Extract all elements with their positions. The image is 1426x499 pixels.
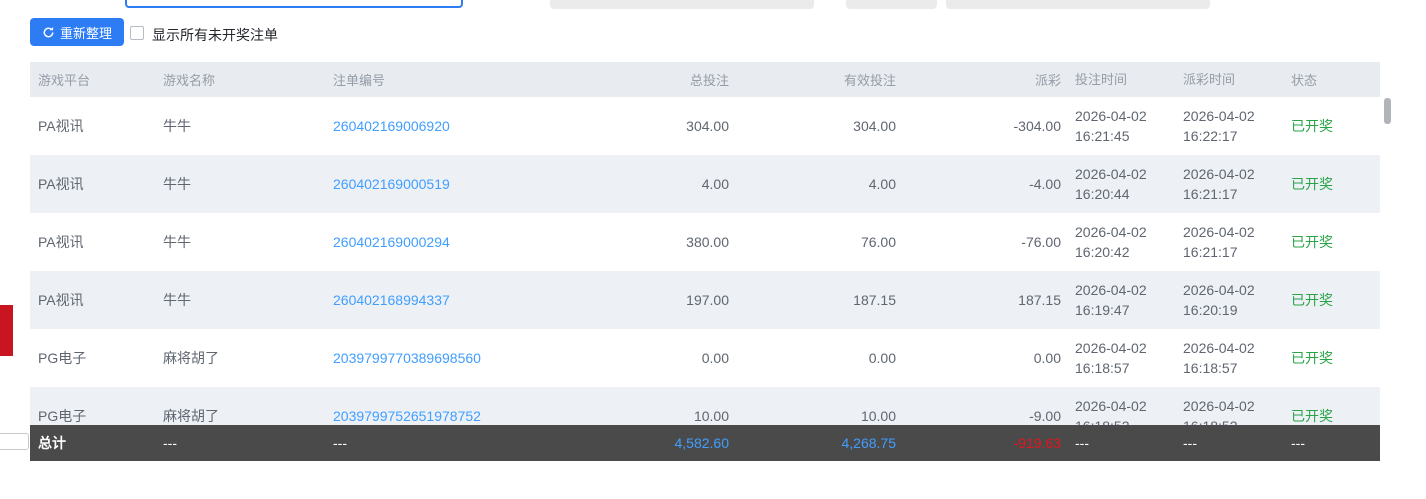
cell-platform: PA视讯 xyxy=(38,176,84,192)
cell-payout: -304.00 xyxy=(1013,118,1061,134)
cell-total-bet: 197.00 xyxy=(686,292,729,308)
cell-bet-no: 2039799752651978752 xyxy=(325,408,565,424)
cell-total-bet: 304.00 xyxy=(686,118,729,134)
cell-bet-time: 2026-04-02 16:20:42 xyxy=(1075,224,1147,260)
header-valid-bet: 有效投注 xyxy=(843,73,896,88)
cell-platform: PG电子 xyxy=(38,408,87,424)
bets-table: 游戏平台 游戏名称 注单编号 总投注 有效投注 派彩 投注时间 派彩时间 状态 … xyxy=(30,62,1380,445)
table-row: PA视讯 牛牛 260402169000519 4.00 4.00 -4.00 … xyxy=(30,155,1380,213)
cell-platform: PA视讯 xyxy=(38,292,84,308)
cell-bet-time: 2026-04-02 16:18:57 xyxy=(1075,340,1147,376)
cell-payout-time: 2026-04-02 16:21:17 xyxy=(1183,224,1255,260)
vertical-scrollbar-thumb[interactable] xyxy=(1384,98,1391,124)
status-badge: 已开奖 xyxy=(1291,118,1333,134)
status-badge: 已开奖 xyxy=(1291,350,1333,366)
cell-payout: 0.00 xyxy=(1033,350,1061,366)
cell-bet-no: 260402168994337 xyxy=(325,292,565,308)
cell-payout-time: 2026-04-02 16:22:17 xyxy=(1183,108,1255,144)
total-payout-time: --- xyxy=(1183,435,1197,451)
cell-platform: PA视讯 xyxy=(38,234,84,250)
cell-bet-no: 2039799770389698560 xyxy=(325,350,565,366)
bet-number-link[interactable]: 260402169000519 xyxy=(333,176,450,192)
header-bet-time: 投注时间 xyxy=(1075,71,1128,87)
status-badge: 已开奖 xyxy=(1291,176,1333,192)
status-badge: 已开奖 xyxy=(1291,408,1333,424)
cell-bet-time: 2026-04-02 16:19:47 xyxy=(1075,282,1147,318)
cell-game: 牛牛 xyxy=(163,292,191,308)
cell-valid-bet: 4.00 xyxy=(868,176,896,192)
cell-payout-time: 2026-04-02 16:18:57 xyxy=(1183,340,1255,376)
cell-payout: -4.00 xyxy=(1029,176,1061,192)
cell-bet-time: 2026-04-02 16:21:45 xyxy=(1075,108,1147,144)
cell-valid-bet: 187.15 xyxy=(853,292,896,308)
left-edge-ribbon[interactable] xyxy=(0,305,13,356)
table-row: PA视讯 牛牛 260402169006920 304.00 304.00 -3… xyxy=(30,97,1380,155)
total-valid-bet: 4,268.75 xyxy=(841,435,897,451)
table-row: PG电子 麻将胡了 2039799770389698560 0.00 0.00 … xyxy=(30,329,1380,387)
cell-bet-time: 2026-04-02 16:20:44 xyxy=(1075,166,1147,202)
bet-number-link[interactable]: 260402169006920 xyxy=(333,118,450,134)
show-undrawn-checkbox-label: 显示所有未开奖注单 xyxy=(152,27,278,43)
cell-valid-bet: 304.00 xyxy=(853,118,896,134)
table-row: PA视讯 牛牛 260402168994337 197.00 187.15 18… xyxy=(30,271,1380,329)
cell-bet-no: 260402169000294 xyxy=(325,234,565,250)
left-drawer-handle[interactable] xyxy=(0,433,29,450)
cell-payout: -9.00 xyxy=(1029,408,1061,424)
header-game: 游戏名称 xyxy=(163,73,216,88)
total-bet-time: --- xyxy=(1075,435,1089,451)
cell-platform: PG电子 xyxy=(38,350,87,366)
total-total-bet: 4,582.60 xyxy=(674,435,730,451)
total-payout: -919.63 xyxy=(1013,435,1061,451)
filter-input-focused[interactable] xyxy=(125,0,463,8)
bet-number-link[interactable]: 2039799752651978752 xyxy=(333,408,481,424)
table-header-row: 游戏平台 游戏名称 注单编号 总投注 有效投注 派彩 投注时间 派彩时间 状态 xyxy=(30,62,1380,97)
filter-input-2[interactable] xyxy=(846,0,937,9)
header-status: 状态 xyxy=(1291,73,1318,88)
cell-payout: 187.15 xyxy=(1018,292,1061,308)
status-badge: 已开奖 xyxy=(1291,292,1333,308)
cell-game: 牛牛 xyxy=(163,234,191,250)
header-platform: 游戏平台 xyxy=(38,73,91,88)
header-bet-no: 注单编号 xyxy=(333,73,386,88)
header-payout-time: 派彩时间 xyxy=(1183,71,1236,87)
cell-payout-time: 2026-04-02 16:20:19 xyxy=(1183,282,1255,318)
cell-game: 麻将胡了 xyxy=(163,408,219,424)
cell-payout-time: 2026-04-02 16:21:17 xyxy=(1183,166,1255,202)
cell-total-bet: 0.00 xyxy=(701,350,729,366)
table-body: PA视讯 牛牛 260402169006920 304.00 304.00 -3… xyxy=(30,97,1380,445)
table-row: PA视讯 牛牛 260402169000294 380.00 76.00 -76… xyxy=(30,213,1380,271)
total-label: 总计 xyxy=(38,435,66,451)
cell-game: 牛牛 xyxy=(163,176,191,192)
header-payout: 派彩 xyxy=(1034,73,1061,88)
refresh-button-label: 重新整理 xyxy=(60,25,113,41)
cell-valid-bet: 10.00 xyxy=(860,408,896,424)
total-status: --- xyxy=(1291,435,1305,451)
bet-number-link[interactable]: 2039799770389698560 xyxy=(333,350,481,366)
cell-total-bet: 4.00 xyxy=(701,176,729,192)
cell-total-bet: 380.00 xyxy=(686,234,729,250)
cell-payout: -76.00 xyxy=(1021,234,1061,250)
filter-input-3[interactable] xyxy=(946,0,1210,9)
cell-game: 牛牛 xyxy=(163,118,191,134)
cell-valid-bet: 76.00 xyxy=(860,234,896,250)
refresh-button[interactable]: 重新整理 xyxy=(30,18,125,46)
filter-input-1[interactable] xyxy=(550,0,814,9)
cell-valid-bet: 0.00 xyxy=(868,350,896,366)
header-total-bet: 总投注 xyxy=(689,73,729,88)
cell-platform: PA视讯 xyxy=(38,118,84,134)
totals-row: 总计 --- --- 4,582.60 4,268.75 -919.63 ---… xyxy=(30,425,1380,461)
cell-bet-no: 260402169006920 xyxy=(325,118,565,134)
bet-number-link[interactable]: 260402169000294 xyxy=(333,234,450,250)
cell-total-bet: 10.00 xyxy=(693,408,729,424)
total-game: --- xyxy=(163,435,177,451)
status-badge: 已开奖 xyxy=(1291,234,1333,250)
cell-bet-no: 260402169000519 xyxy=(325,176,565,192)
refresh-icon xyxy=(42,26,55,39)
total-bet-no: --- xyxy=(333,435,347,451)
bet-number-link[interactable]: 260402168994337 xyxy=(333,292,450,308)
show-undrawn-checkbox[interactable] xyxy=(130,26,144,40)
cell-game: 麻将胡了 xyxy=(163,350,219,366)
